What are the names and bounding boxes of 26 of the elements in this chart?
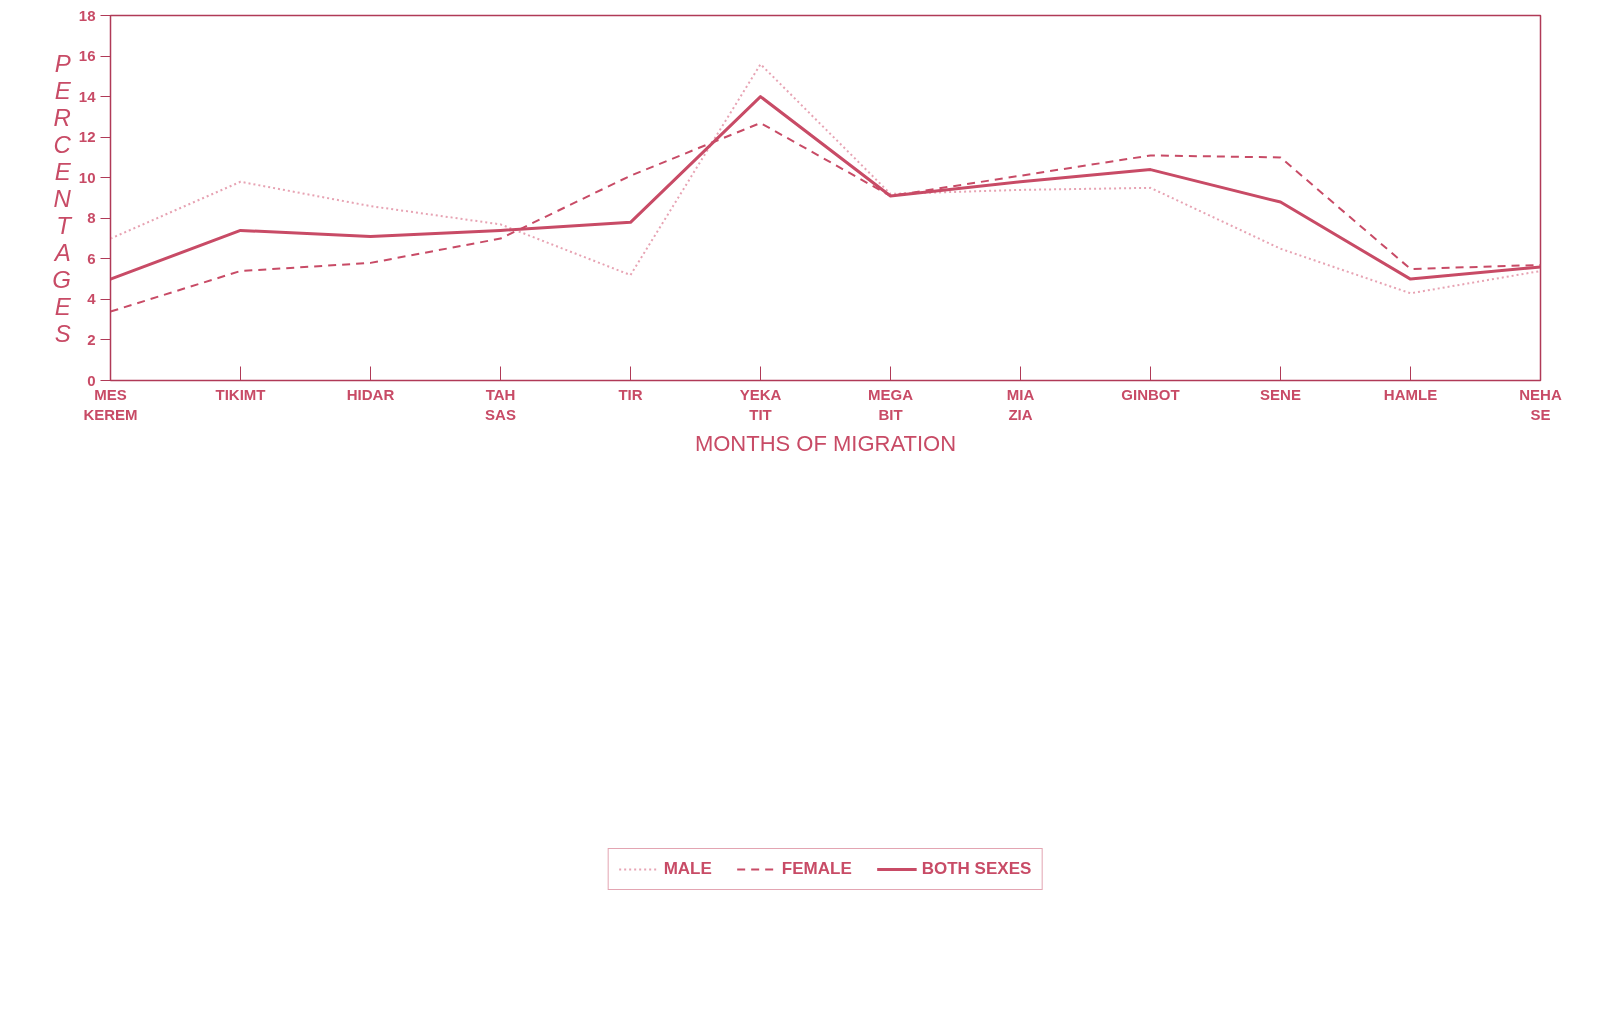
y-tick-label: 18 xyxy=(78,6,96,24)
x-tick-label: NEHA SE xyxy=(1519,385,1562,423)
legend-label: FEMALE xyxy=(781,859,852,879)
y-tick-label: 14 xyxy=(78,87,97,105)
y-tick-label: 2 xyxy=(87,330,96,348)
y-tick-label: 16 xyxy=(78,47,96,65)
x-tick-label: MEGA BIT xyxy=(868,385,914,423)
x-tick-label: HAMLE xyxy=(1383,385,1438,403)
x-tick-label: TIKIMT xyxy=(215,385,266,403)
x-tick-label: SENE xyxy=(1260,385,1301,403)
x-tick-label: MIA ZIA xyxy=(1006,385,1035,423)
y-tick-label: 10 xyxy=(78,168,96,186)
legend-label: BOTH SEXES xyxy=(921,859,1032,879)
x-tick-label: HIDAR xyxy=(346,385,395,403)
y-tick-label: 4 xyxy=(87,290,97,308)
legend-label: MALE xyxy=(663,859,712,879)
x-axis-title: MONTHS OF MIGRATION xyxy=(694,430,957,456)
y-tick-label: 8 xyxy=(87,209,96,227)
x-tick-label: GINBOT xyxy=(1121,385,1180,403)
line-series xyxy=(110,63,1541,295)
y-tick-label: 6 xyxy=(87,249,96,267)
x-tick-label: TIR xyxy=(618,385,643,403)
y-tick-label: 12 xyxy=(78,128,96,146)
text: PERCENTAGES xyxy=(52,49,71,347)
x-tick-label: TAH SAS xyxy=(485,385,516,423)
x-tick-label: YEKA TIT xyxy=(739,385,782,423)
